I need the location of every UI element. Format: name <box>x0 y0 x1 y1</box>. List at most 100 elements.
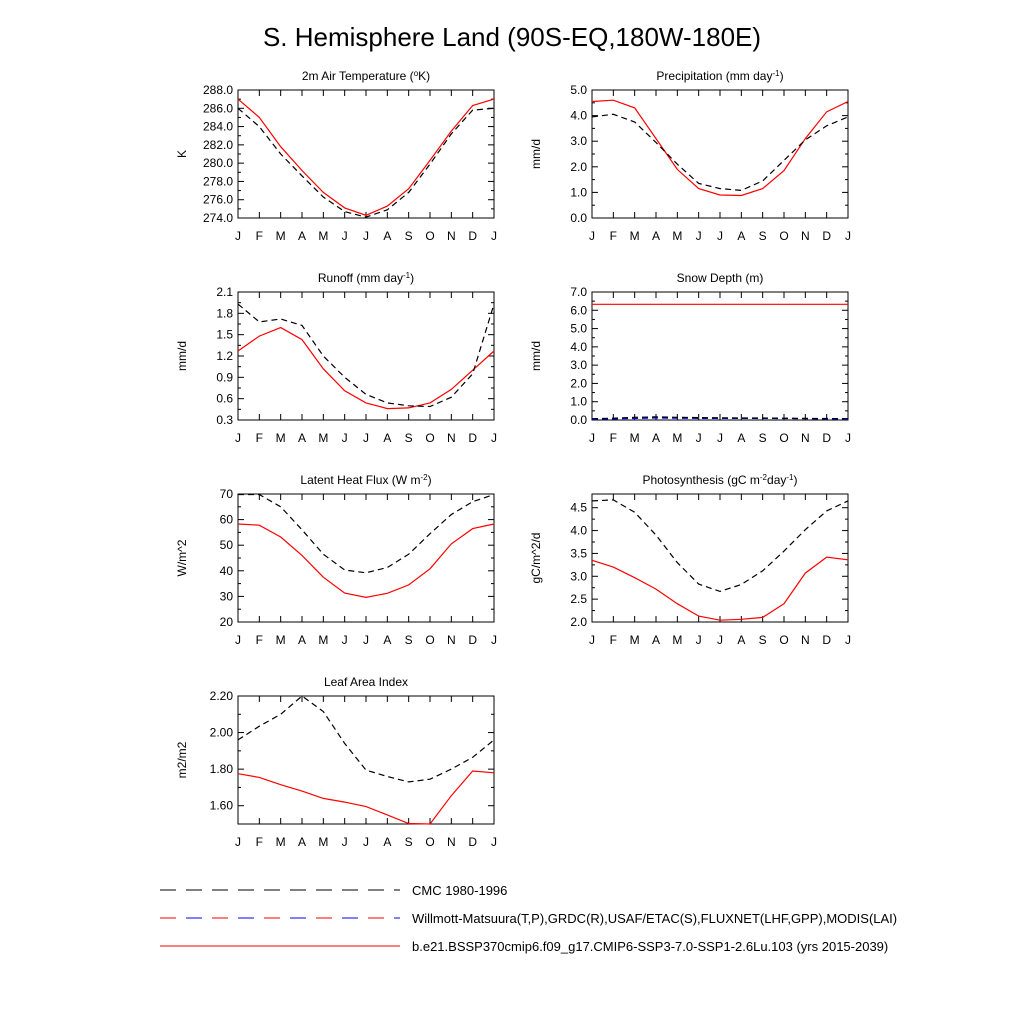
x-tick-label: J <box>363 633 369 647</box>
panel-2m-air-temperature-k: 2m Air Temperature (oK) 274.0 276.0 278.0 28… <box>175 69 497 244</box>
x-tick-label: S <box>405 431 413 445</box>
y-tick-label: 2.0 <box>570 376 587 390</box>
x-tick-label: J <box>589 229 595 243</box>
y-tick-label: 280.0 <box>203 156 233 170</box>
x-tick-label: S <box>759 431 767 445</box>
x-tick-label: A <box>652 229 660 243</box>
series-line-model <box>591 556 849 621</box>
x-tick-label: F <box>256 431 263 445</box>
x-tick-label: M <box>318 229 328 243</box>
x-tick-label: A <box>298 835 306 849</box>
y-tick-label: 282.0 <box>203 138 233 152</box>
x-tick-label: M <box>672 229 682 243</box>
x-tick-label: M <box>276 633 286 647</box>
x-tick-label: J <box>696 229 702 243</box>
x-tick-label: J <box>235 431 241 445</box>
y-tick-label: 1.0 <box>570 185 587 199</box>
x-tick-label: A <box>383 229 391 243</box>
y-tick-label: 0.9 <box>216 370 233 384</box>
x-tick-label: M <box>318 431 328 445</box>
x-tick-label: J <box>696 431 702 445</box>
y-tick-label: 5.0 <box>570 322 587 336</box>
plot-frame <box>237 291 495 421</box>
y-tick-label: 4.0 <box>570 340 587 354</box>
x-tick-label: A <box>383 835 391 849</box>
x-tick-label: A <box>298 633 306 647</box>
panel-title: Leaf Area Index <box>324 675 408 689</box>
y-tick-label: 1.8 <box>216 306 233 320</box>
x-tick-label: M <box>276 229 286 243</box>
x-tick-label: A <box>298 431 306 445</box>
y-tick-label: 278.0 <box>203 174 233 188</box>
x-tick-label: M <box>318 633 328 647</box>
y-tick-label: 3.0 <box>570 134 587 148</box>
x-tick-label: D <box>822 633 831 647</box>
x-tick-label: N <box>801 633 810 647</box>
x-tick-label: S <box>405 229 413 243</box>
x-tick-label: N <box>801 431 810 445</box>
x-tick-label: A <box>737 633 745 647</box>
x-tick-label: J <box>235 633 241 647</box>
x-tick-label: J <box>235 835 241 849</box>
y-tick-label: 7.0 <box>570 285 587 299</box>
y-tick-label: 0.6 <box>216 392 233 406</box>
x-tick-label: J <box>589 431 595 445</box>
y-tick-label: 5.0 <box>570 83 587 97</box>
x-tick-label: J <box>363 229 369 243</box>
x-tick-label: J <box>363 431 369 445</box>
panels: 2m Air Temperature (oK) 274.0 276.0 278.0 28… <box>175 69 851 850</box>
x-tick-label: O <box>779 229 788 243</box>
legend-label: b.e21.BSSP370cmip6.f09_g17.CMIP6-SSP3-7.… <box>412 939 888 954</box>
series-line-observed <box>591 113 849 192</box>
panel-title: Latent Heat Flux (W m-2) <box>300 473 431 488</box>
y-tick-label: 6.0 <box>570 303 587 317</box>
y-tick-label: 0.0 <box>570 211 587 225</box>
y-tick-label: 288.0 <box>203 83 233 97</box>
series-line-observed <box>591 499 849 593</box>
x-tick-label: N <box>447 633 456 647</box>
y-tick-label: 60 <box>220 513 234 527</box>
y-tick-label: 2.0 <box>570 615 587 629</box>
series-line-observed <box>237 107 495 218</box>
series-line-observed <box>238 493 495 574</box>
x-tick-label: D <box>822 431 831 445</box>
y-tick-label: 2.5 <box>570 592 587 606</box>
panel-runoff-mm-day: Runoff (mm day-1) 0.3 0.6 0.9 1.2 1.5 1.8 2.1 mm… <box>175 271 497 446</box>
x-tick-label: J <box>717 431 723 445</box>
y-tick-label: 1.80 <box>210 762 234 776</box>
y-tick-label: 70 <box>220 487 234 501</box>
series-line-model <box>237 98 495 216</box>
x-tick-label: M <box>630 229 640 243</box>
x-tick-label: M <box>630 431 640 445</box>
x-tick-label: F <box>610 633 617 647</box>
x-tick-label: F <box>256 835 263 849</box>
y-tick-label: 4.0 <box>570 524 587 538</box>
y-tick-label: 1.60 <box>210 799 234 813</box>
legend: CMC 1980-1996 Willmott-Matsuura(T,P),GRDC… <box>160 883 897 954</box>
series-line-observed <box>237 695 495 783</box>
y-tick-label: 1.0 <box>570 395 587 409</box>
series-line-model <box>591 99 849 197</box>
x-tick-label: O <box>425 229 434 243</box>
x-tick-label: M <box>672 633 682 647</box>
legend-label: CMC 1980-1996 <box>412 883 507 898</box>
x-tick-label: J <box>717 633 723 647</box>
panel-latent-heat-flux-w-m: Latent Heat Flux (W m-2) 20 30 40 50 60 70 W/m^… <box>175 473 497 648</box>
y-tick-label: 1.5 <box>216 328 233 342</box>
y-axis-label: mm/d <box>175 341 189 371</box>
x-tick-label: J <box>342 431 348 445</box>
series-line-model <box>237 326 495 410</box>
panel-title: Photosynthesis (gC m-2day-1) <box>643 473 798 488</box>
x-tick-label: J <box>342 229 348 243</box>
series-line-model <box>237 523 495 599</box>
x-tick-label: A <box>383 633 391 647</box>
x-tick-label: A <box>737 229 745 243</box>
x-tick-label: J <box>845 431 851 445</box>
y-tick-label: 50 <box>220 538 234 552</box>
plot-frame <box>237 695 495 825</box>
y-tick-label: 3.5 <box>570 546 587 560</box>
x-tick-label: J <box>589 633 595 647</box>
plot-frame <box>591 89 849 219</box>
x-tick-label: N <box>447 835 456 849</box>
